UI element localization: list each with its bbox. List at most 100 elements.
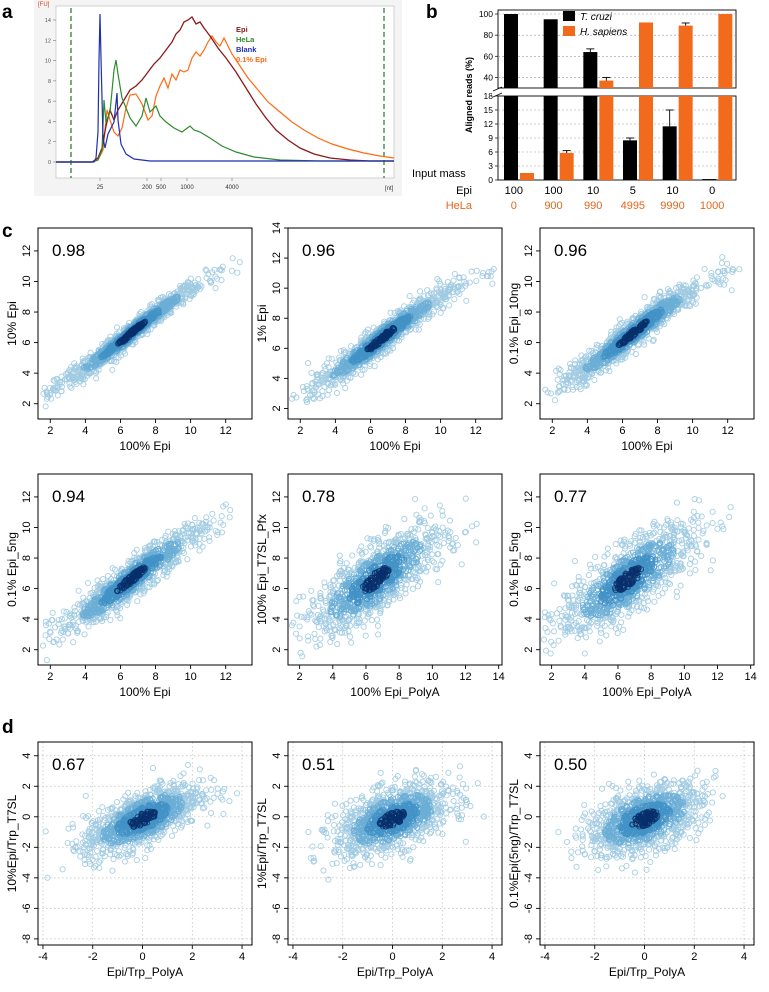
b-hela-mass: 4995 [621, 200, 645, 212]
b-epi-row-label: Epi [456, 185, 472, 197]
ytick-label: 2 [271, 405, 283, 411]
scatter-point [374, 616, 381, 623]
xtick-label: 2 [47, 425, 53, 437]
xtick-label: 6 [117, 671, 123, 683]
ytick-label: 8 [271, 315, 283, 321]
scatter-point [409, 585, 416, 592]
scatter-point [343, 560, 350, 567]
points [289, 266, 497, 406]
scatter-point [296, 635, 303, 642]
b-bar-tcruzi [623, 140, 637, 180]
scatter-point [326, 387, 333, 394]
scatter-point [333, 389, 341, 397]
xtick-label: 10 [184, 671, 196, 683]
points [40, 255, 243, 410]
a-xtick-label: 200 [142, 185, 153, 191]
ylabel: 0.1% Epi_5ng [5, 532, 19, 607]
b-legend-swatch-hsapiens [563, 26, 575, 36]
scatter-point [473, 539, 480, 546]
xlabel: 100% Epi [621, 439, 672, 453]
scatter-point [216, 266, 223, 273]
scatter-point [413, 511, 420, 518]
b-bar-hsapiens-lower [718, 96, 733, 180]
panel-a-x-unit: [nt] [385, 186, 394, 192]
b-bar-hsapiens [520, 173, 534, 180]
scatter-point [58, 388, 65, 395]
b-bar-hsapiens-lower [599, 96, 614, 180]
scatter-point [473, 267, 480, 274]
scatter-point [440, 540, 447, 547]
scatter-point [436, 278, 443, 285]
b-lower-frame [497, 95, 737, 181]
scatter-point [488, 268, 495, 275]
a-xtick-label: 4000 [225, 185, 239, 191]
xlabel: 100% Epi [119, 685, 170, 699]
scatter-point [360, 623, 367, 630]
b-bar-tcruzi-lower [583, 96, 598, 180]
scatter-point [345, 628, 352, 635]
scatter-point [127, 330, 134, 337]
ylabel: 1% Epi [255, 304, 269, 342]
b-legend-swatch-tcruzi [563, 11, 575, 21]
scatter-point [70, 374, 77, 381]
scatter-point [212, 273, 219, 280]
scatter-point [206, 534, 213, 541]
scatter-point [236, 259, 243, 266]
scatter-point [234, 269, 241, 276]
scatter-point [375, 631, 382, 638]
scatter-point [46, 636, 53, 643]
ytick-label: 8 [21, 555, 33, 561]
b-ytick-label: 3 [488, 161, 493, 171]
scatter-point [195, 276, 202, 283]
b-bar-hsapiens [678, 25, 693, 88]
scatter-point [701, 265, 708, 273]
scatter-point [218, 513, 225, 520]
b-bar-hsapiens-lower [639, 96, 653, 180]
scatter-point [451, 296, 458, 303]
legend-blank: Blank [236, 45, 257, 54]
xtick-label: 2 [549, 425, 555, 437]
xtick-label: 12 [470, 425, 482, 437]
scatter-point [427, 512, 434, 519]
scatter-point [693, 274, 700, 281]
a-ytick-label: 4 [48, 119, 51, 125]
scatter-point [43, 390, 51, 397]
scatter-point [52, 624, 59, 631]
xtick-label: 12 [220, 671, 232, 683]
scatter-point [293, 630, 300, 637]
scatter-point [206, 277, 213, 284]
scatter-point [479, 270, 487, 277]
correlation-value: 0.96 [302, 241, 335, 260]
scatter-point [485, 269, 492, 276]
scatter-point [212, 285, 219, 292]
trace-epi [56, 16, 394, 163]
correlation-value: 0.94 [52, 487, 85, 506]
scatter-point [446, 302, 453, 309]
scatter-point [317, 635, 324, 642]
scatter-point [466, 279, 473, 286]
scatter-point [134, 598, 141, 605]
b-ytick-label: 15 [484, 105, 494, 115]
b-epi-mass: 100 [505, 185, 523, 197]
b-ytick-label: 0 [488, 175, 493, 185]
trace-0.1pct-epi [56, 34, 395, 163]
scatter-point [93, 375, 100, 382]
scatter-point [348, 639, 355, 646]
scatter-point [374, 622, 381, 629]
scatter-point [547, 390, 554, 397]
scatter-point [349, 552, 356, 559]
scatter-point [641, 294, 648, 301]
b-upper-frame [497, 9, 737, 89]
scatter-point [75, 587, 82, 594]
xlabel: 100% Epi [119, 439, 170, 453]
xtick-label: 10 [184, 425, 196, 437]
scatter-point [43, 657, 50, 664]
scatter-point [358, 371, 365, 378]
scatter-point [226, 514, 233, 521]
scatter-point [39, 642, 47, 649]
a-ytick-label: 0 [48, 160, 51, 166]
